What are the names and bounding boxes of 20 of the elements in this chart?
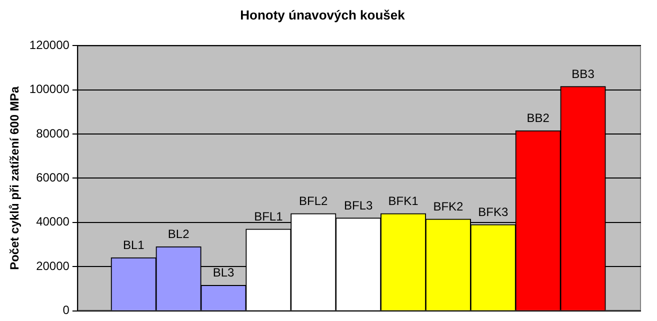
data-label: BL1: [122, 238, 145, 252]
y-tick-label: 0: [62, 303, 70, 318]
y-tick-label: 100000: [29, 82, 70, 96]
chart-title: Honoty únavových koušek: [240, 7, 406, 22]
y-tick-label: 40000: [36, 214, 70, 229]
data-label: BL3: [212, 266, 234, 280]
data-label: BFK2: [433, 199, 464, 214]
data-label: BFL3: [344, 198, 373, 212]
data-label: BB3: [572, 66, 595, 81]
y-axis-title: Počet cyklů při zatížení 600 MPa: [8, 86, 22, 270]
data-label: BFK1: [388, 194, 419, 208]
y-tick-label: 60000: [36, 170, 70, 185]
data-label: BB2: [526, 110, 550, 125]
data-label: BFL1: [254, 209, 284, 224]
y-tick-label: 120000: [29, 38, 70, 52]
data-label: BL2: [168, 227, 190, 242]
y-tick-label: 20000: [36, 258, 70, 273]
data-label: BFK3: [478, 204, 508, 219]
y-tick-label: 80000: [36, 126, 70, 140]
data-label: BFL2: [299, 194, 328, 208]
